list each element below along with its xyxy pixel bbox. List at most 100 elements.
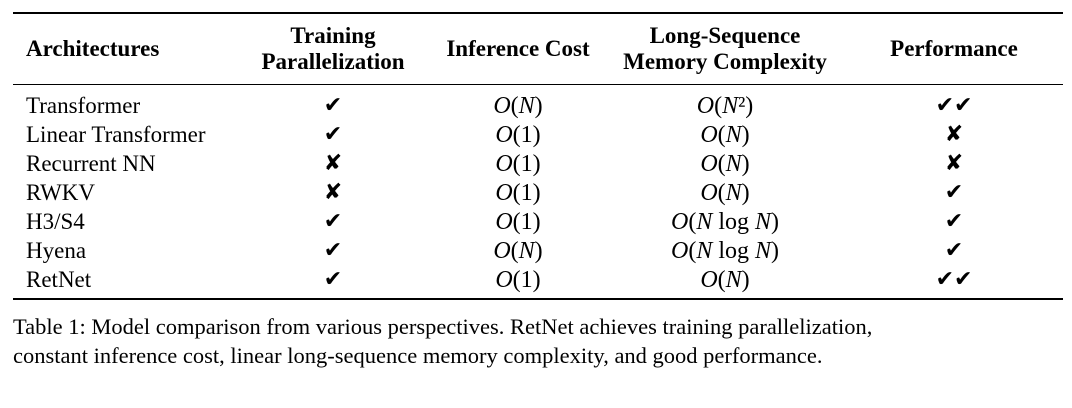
cell-inference-cost: O(N) [431,236,605,265]
architecture-name: Recurrent NN [26,150,156,176]
cell-training-parallelization: ✘ [235,178,431,207]
mark-symbol: ✔✔ [935,267,973,293]
mark-symbol: ✘ [323,180,343,206]
comparison-table-body: Transformer ✔ O(N) O(N²) ✔✔ Linear Transforme… [13,85,1063,298]
architecture-name: Transformer [26,92,141,118]
cell-performance: ✔✔ [845,265,1063,298]
table-body: Transformer ✔ O(N) O(N²) ✔✔ Linear Transforme… [13,85,1063,298]
table-row: Recurrent NN ✘ O(1) O(N) ✘ [13,149,1063,178]
header-training-parallelization: Training Parallelization [235,14,431,84]
mark-symbol: ✔ [323,209,343,235]
table-row: Transformer ✔ O(N) O(N²) ✔✔ [13,85,1063,120]
cell-training-parallelization: ✘ [235,149,431,178]
cell-performance: ✔ [845,236,1063,265]
cell-memory-complexity: O(N) [605,265,845,298]
cell-architecture: H3/S4 [13,207,235,236]
header-performance: Performance [845,14,1063,84]
cell-training-parallelization: ✔ [235,265,431,298]
cell-performance: ✘ [845,120,1063,149]
mark-symbol: ✔✔ [935,93,973,119]
complexity-expression: O(N log N) [670,237,780,264]
table-row: Hyena ✔ O(N) O(N log N) ✔ [13,236,1063,265]
header-inference-cost: Inference Cost [431,14,605,84]
header-memory-line1: Long-Sequence [649,23,801,48]
mark-symbol: ✘ [323,151,343,177]
mark-symbol: ✔ [944,209,964,235]
table-row: Linear Transformer ✔ O(1) O(N) ✘ [13,120,1063,149]
mark-symbol: ✔ [944,238,964,264]
cell-architecture: Linear Transformer [13,120,235,149]
table-caption: Table 1: Model comparison from various p… [13,312,1061,370]
table-row: H3/S4 ✔ O(1) O(N log N) ✔ [13,207,1063,236]
caption-line-1: Table 1: Model comparison from various p… [13,314,873,339]
cell-architecture: Recurrent NN [13,149,235,178]
cell-performance: ✔✔ [845,85,1063,120]
complexity-expression: O(N) [700,150,750,177]
header-memory-line2: Memory Complexity [623,49,827,74]
header-inference-label: Inference Cost [446,36,590,61]
cell-performance: ✔ [845,178,1063,207]
mark-symbol: ✔ [323,267,343,293]
complexity-expression: O(1) [495,150,541,177]
cell-architecture: Transformer [13,85,235,120]
complexity-expression: O(N) [700,266,750,293]
architecture-name: RetNet [26,266,92,292]
header-memory-complexity: Long-Sequence Memory Complexity [605,14,845,84]
mark-symbol: ✘ [944,122,964,148]
cell-memory-complexity: O(N²) [605,85,845,120]
table-row: RetNet ✔ O(1) O(N) ✔✔ [13,265,1063,298]
mark-symbol: ✘ [944,151,964,177]
bottom-rule [13,298,1063,301]
cell-inference-cost: O(1) [431,178,605,207]
header-rule [13,84,1063,86]
architecture-name: RWKV [26,179,95,205]
architecture-name: Linear Transformer [26,121,206,147]
architecture-name: Hyena [26,237,87,263]
comparison-table: Architectures Training Parallelization I… [13,14,1063,84]
complexity-expression: O(1) [495,266,541,293]
complexity-expression: O(N) [700,179,750,206]
table-header: Architectures Training Parallelization I… [13,14,1063,84]
cell-inference-cost: O(1) [431,120,605,149]
complexity-expression: O(1) [495,208,541,235]
architecture-name: H3/S4 [26,208,85,234]
cell-memory-complexity: O(N) [605,120,845,149]
complexity-expression: O(N log N) [670,208,780,235]
comparison-table-block: Architectures Training Parallelization I… [13,12,1063,301]
mark-symbol: ✔ [944,180,964,206]
mark-symbol: ✔ [323,238,343,264]
top-rule [13,12,1063,14]
caption-line-2: constant inference cost, linear long-seq… [13,343,823,368]
cell-inference-cost: O(1) [431,149,605,178]
header-architectures-label: Architectures [26,36,160,61]
cell-training-parallelization: ✔ [235,236,431,265]
cell-training-parallelization: ✔ [235,85,431,120]
complexity-expression: O(N) [493,92,543,119]
cell-performance: ✘ [845,149,1063,178]
complexity-expression: O(N²) [696,92,754,119]
cell-memory-complexity: O(N) [605,178,845,207]
cell-architecture: RetNet [13,265,235,298]
cell-inference-cost: O(N) [431,85,605,120]
cell-architecture: RWKV [13,178,235,207]
cell-training-parallelization: ✔ [235,120,431,149]
cell-inference-cost: O(1) [431,207,605,236]
mark-symbol: ✔ [323,93,343,119]
complexity-expression: O(N) [700,121,750,148]
header-architectures: Architectures [13,14,235,84]
header-performance-label: Performance [890,36,1018,61]
table-row: RWKV ✘ O(1) O(N) ✔ [13,178,1063,207]
cell-performance: ✔ [845,207,1063,236]
cell-memory-complexity: O(N) [605,149,845,178]
mark-symbol: ✔ [323,122,343,148]
complexity-expression: O(N) [493,237,543,264]
cell-memory-complexity: O(N log N) [605,207,845,236]
complexity-expression: O(1) [495,121,541,148]
cell-architecture: Hyena [13,236,235,265]
header-training-line1: Training [290,23,376,48]
cell-memory-complexity: O(N log N) [605,236,845,265]
header-training-line2: Parallelization [261,49,405,74]
cell-inference-cost: O(1) [431,265,605,298]
complexity-expression: O(1) [495,179,541,206]
cell-training-parallelization: ✔ [235,207,431,236]
